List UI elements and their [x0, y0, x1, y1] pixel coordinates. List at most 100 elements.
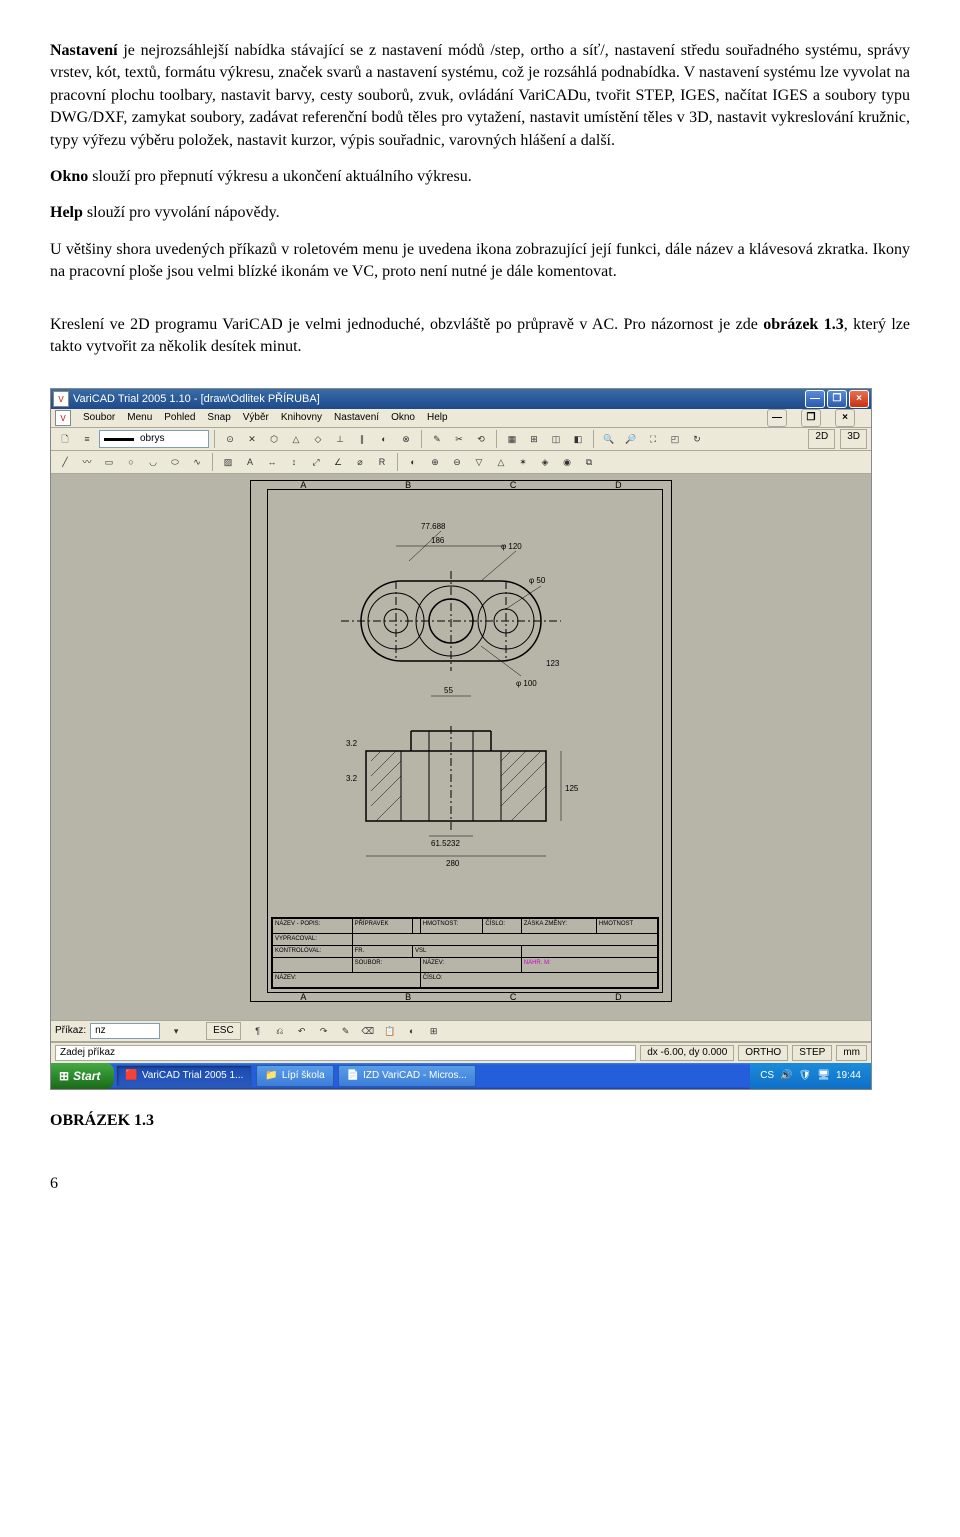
- mini3-icon[interactable]: ↶: [293, 1022, 311, 1040]
- sym5-icon[interactable]: △: [491, 452, 511, 472]
- edit2-icon[interactable]: ✂: [449, 429, 469, 449]
- tool-a-icon[interactable]: ◫: [546, 429, 566, 449]
- clock[interactable]: 19:44: [836, 1069, 861, 1083]
- sym7-icon[interactable]: ◈: [535, 452, 555, 472]
- zoom-out-icon[interactable]: 🔎: [621, 429, 641, 449]
- start-label: Start: [73, 1068, 100, 1085]
- start-button[interactable]: ⊞ Start: [51, 1063, 114, 1089]
- mini5-icon[interactable]: ✎: [337, 1022, 355, 1040]
- osnap6-icon[interactable]: ⊥: [330, 429, 350, 449]
- tb-author: VYPRACOVAL:: [273, 934, 353, 946]
- ortho-toggle[interactable]: ORTHO: [738, 1045, 788, 1061]
- menu-help[interactable]: Help: [427, 411, 448, 425]
- taskbar-varicad[interactable]: 🟥 VariCAD Trial 2005 1...: [116, 1065, 252, 1087]
- tray-icon2[interactable]: 🛡: [799, 1069, 812, 1083]
- polyline-icon[interactable]: 〰: [77, 452, 97, 472]
- dim-3.2b: 3.2: [346, 774, 358, 783]
- grid-icon[interactable]: ▦: [502, 429, 522, 449]
- osnap4-icon[interactable]: △: [286, 429, 306, 449]
- sym9-icon[interactable]: ⧉: [579, 452, 599, 472]
- paragraph-3: Help slouží pro vyvolání nápovědy.: [50, 202, 910, 224]
- dim4-icon[interactable]: ∠: [328, 452, 348, 472]
- osnap3-icon[interactable]: ⬡: [264, 429, 284, 449]
- mini6-icon[interactable]: ⌫: [359, 1022, 377, 1040]
- zoom-in-icon[interactable]: 🔍: [599, 429, 619, 449]
- word-icon: 📄: [347, 1069, 359, 1083]
- osnap1-icon[interactable]: ⊙: [220, 429, 240, 449]
- tool-b-icon[interactable]: ◧: [568, 429, 588, 449]
- system-tray[interactable]: CS 🔊 🛡 🖥 19:44: [750, 1063, 871, 1089]
- menu-soubor[interactable]: Soubor: [83, 411, 115, 425]
- mini7-icon[interactable]: 📋: [381, 1022, 399, 1040]
- tb-name3: NÁZEV:: [273, 973, 421, 988]
- step-toggle[interactable]: STEP: [792, 1045, 832, 1061]
- new-icon[interactable]: 🗋: [55, 429, 75, 449]
- menu-knihovny[interactable]: Knihovny: [281, 411, 322, 425]
- osnap5-icon[interactable]: ◇: [308, 429, 328, 449]
- tb-prep: PŘÍPRAVEK: [352, 919, 412, 934]
- menu-nastaveni[interactable]: Nastavení: [334, 411, 379, 425]
- sym6-icon[interactable]: ✶: [513, 452, 533, 472]
- command-prompt[interactable]: Zadej příkaz: [55, 1045, 636, 1061]
- mini4-icon[interactable]: ↷: [315, 1022, 333, 1040]
- sym1-icon[interactable]: ◐: [403, 452, 423, 472]
- mini1-icon[interactable]: ¶: [249, 1022, 267, 1040]
- menu-menu[interactable]: Menu: [127, 411, 152, 425]
- osnap2-icon[interactable]: ✕: [242, 429, 262, 449]
- command-input[interactable]: nz: [90, 1023, 160, 1039]
- osnap8-icon[interactable]: ◐: [374, 429, 394, 449]
- minimize-button[interactable]: —: [805, 390, 825, 408]
- menu-pohled[interactable]: Pohled: [164, 411, 195, 425]
- spline-icon[interactable]: ∿: [187, 452, 207, 472]
- mini2-icon[interactable]: ⎌: [271, 1022, 289, 1040]
- mini9-icon[interactable]: ⊞: [425, 1022, 443, 1040]
- zoom-fit-icon[interactable]: ⛶: [643, 429, 663, 449]
- cmd-dropdown-icon[interactable]: ▾: [166, 1021, 186, 1041]
- ellipse-icon[interactable]: ⬭: [165, 452, 185, 472]
- tb-e1: [412, 919, 420, 934]
- menu-snap[interactable]: Snap: [207, 411, 230, 425]
- zoom-win-icon[interactable]: ◰: [665, 429, 685, 449]
- edit1-icon[interactable]: ✎: [427, 429, 447, 449]
- lang-indicator[interactable]: CS: [760, 1069, 774, 1083]
- tray-icon3[interactable]: 🖥: [817, 1069, 830, 1083]
- dim6-icon[interactable]: R: [372, 452, 392, 472]
- osnap7-icon[interactable]: ∥: [352, 429, 372, 449]
- mdi-close-button[interactable]: ×: [835, 409, 855, 427]
- escape-button[interactable]: ESC: [206, 1022, 241, 1040]
- close-button[interactable]: ×: [849, 390, 869, 408]
- taskbar-word[interactable]: 📄 IZD VariCAD - Micros...: [338, 1065, 476, 1087]
- sym2-icon[interactable]: ⊕: [425, 452, 445, 472]
- hatch-icon[interactable]: ▨: [218, 452, 238, 472]
- mode-3d-button[interactable]: 3D: [840, 429, 867, 449]
- menu-okno[interactable]: Okno: [391, 411, 415, 425]
- p2-text: slouží pro přepnutí výkresu a ukončení a…: [88, 168, 471, 185]
- mdi-restore-button[interactable]: ❐: [801, 409, 821, 427]
- snap-icon[interactable]: ⊞: [524, 429, 544, 449]
- dim-icon[interactable]: ↔: [262, 452, 282, 472]
- sym3-icon[interactable]: ⊖: [447, 452, 467, 472]
- layers-icon[interactable]: ≡: [77, 429, 97, 449]
- mode-2d-button[interactable]: 2D: [808, 429, 835, 449]
- arc-icon[interactable]: ◡: [143, 452, 163, 472]
- menu-vyber[interactable]: Výběr: [243, 411, 269, 425]
- circle-icon[interactable]: ○: [121, 452, 141, 472]
- rect-icon[interactable]: ▭: [99, 452, 119, 472]
- mini8-icon[interactable]: ◐: [403, 1022, 421, 1040]
- sym8-icon[interactable]: ◉: [557, 452, 577, 472]
- sym4-icon[interactable]: ▽: [469, 452, 489, 472]
- dim5-icon[interactable]: ⌀: [350, 452, 370, 472]
- dim2-icon[interactable]: ↕: [284, 452, 304, 472]
- regen-icon[interactable]: ↻: [687, 429, 707, 449]
- layer-select[interactable]: obrys: [99, 430, 209, 448]
- dim3-icon[interactable]: ⤢: [306, 452, 326, 472]
- line-icon[interactable]: ╱: [55, 452, 75, 472]
- drawing-canvas[interactable]: A B C D: [51, 474, 871, 1020]
- taskbar-folder[interactable]: 📁 Lípí škola: [256, 1065, 333, 1087]
- edit3-icon[interactable]: ⟲: [471, 429, 491, 449]
- restore-button[interactable]: ❐: [827, 390, 847, 408]
- mdi-min-button[interactable]: —: [767, 409, 787, 427]
- text-icon[interactable]: A: [240, 452, 260, 472]
- osnap9-icon[interactable]: ⊗: [396, 429, 416, 449]
- tray-icon1[interactable]: 🔊: [780, 1069, 792, 1083]
